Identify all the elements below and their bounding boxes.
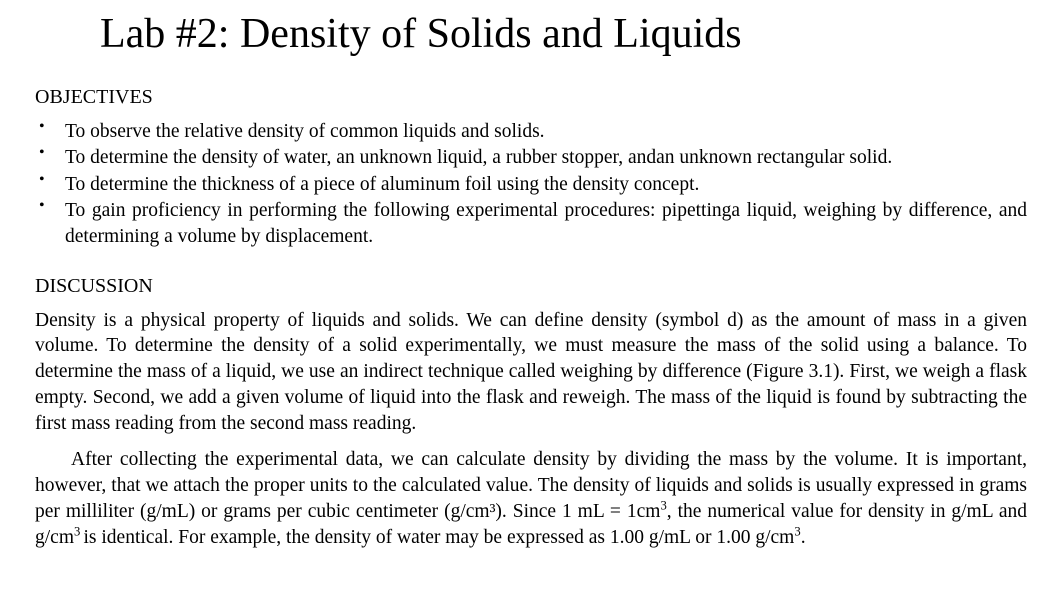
page-title: Lab #2: Density of Solids and Liquids [100, 10, 1027, 58]
term-density: density [591, 310, 655, 331]
discussion-heading: DISCUSSION [35, 275, 1027, 298]
list-item: To determine the thickness of a piece of… [35, 172, 1027, 198]
list-item: To observe the relative density of commo… [35, 119, 1027, 145]
superscript: 3 [74, 524, 84, 538]
discussion-paragraph-1: Density is a physical property of liquid… [35, 308, 1027, 438]
objectives-list: To observe the relative density of commo… [35, 119, 1027, 251]
list-item: To determine the density of water, an un… [35, 145, 1027, 171]
objectives-heading: OBJECTIVES [35, 86, 1027, 109]
discussion-paragraph-2: After collecting the experimental data, … [35, 447, 1027, 551]
lab-document-page: Lab #2: Density of Solids and Liquids OB… [0, 0, 1062, 581]
text-run: is identical. For example, the density o… [84, 527, 795, 548]
text-run: Density is a physical property of liquid… [35, 310, 591, 331]
list-item: To gain proficiency in performing the fo… [35, 198, 1027, 251]
text-run: . [801, 527, 806, 548]
term-weighing-by-difference: weighing by difference [560, 361, 746, 382]
